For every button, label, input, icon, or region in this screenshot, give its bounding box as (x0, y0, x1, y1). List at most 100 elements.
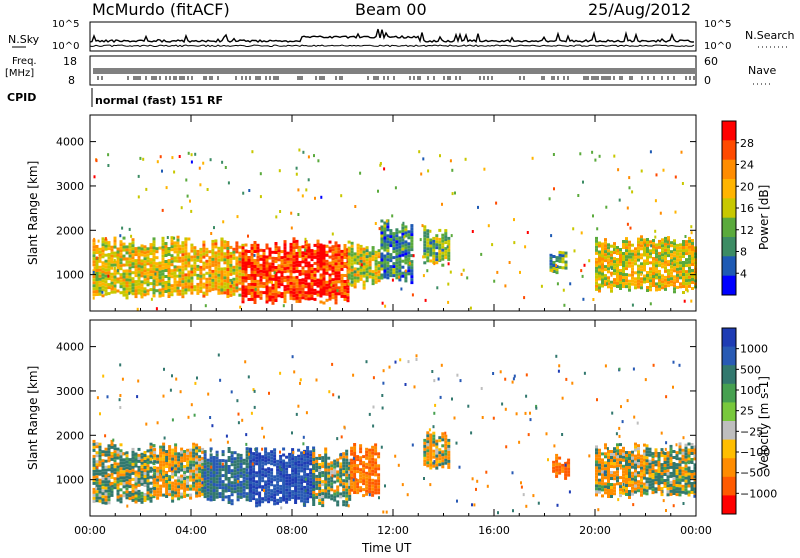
power-cell (190, 256, 193, 259)
velocity-cell (177, 488, 180, 491)
velocity-cell (423, 463, 426, 466)
power-cell (398, 242, 401, 245)
velocity-cell (303, 462, 306, 465)
power-cell (150, 258, 153, 261)
power-cell (619, 248, 622, 251)
power-cell (144, 266, 147, 269)
velocity-cell (108, 501, 111, 504)
velocity-cell (135, 492, 138, 495)
velocity-cell (168, 493, 171, 496)
power-cell (676, 256, 679, 259)
power-cell (105, 260, 108, 263)
velocity-cell (273, 493, 276, 496)
power-cell (326, 260, 329, 263)
velocity-cell (222, 498, 225, 501)
power-cell (389, 253, 392, 256)
power-cell (132, 247, 135, 250)
velocity-cell (327, 478, 330, 481)
power-cell (691, 260, 694, 263)
power-cell (117, 260, 120, 263)
power-point (617, 168, 619, 171)
power-point (447, 245, 449, 248)
power-cell (311, 264, 314, 267)
power-cell (320, 265, 323, 268)
power-cell (144, 272, 147, 275)
velocity-cell (359, 447, 362, 450)
power-cell (105, 290, 108, 293)
velocity-cell (108, 447, 111, 450)
power-cell (676, 259, 679, 262)
power-cell (162, 285, 165, 288)
power-cell (272, 287, 275, 290)
power-cell (293, 282, 296, 285)
power-cell (308, 265, 311, 268)
power-cell (123, 249, 126, 252)
velocity-cell (312, 455, 315, 458)
power-cell (308, 253, 311, 256)
power-cell (616, 285, 619, 288)
power-point (193, 269, 195, 272)
velocity-cell (165, 459, 168, 462)
power-cell (120, 255, 123, 258)
velocity-cell (661, 475, 664, 478)
power-cell (235, 247, 238, 250)
power-cell (637, 283, 640, 286)
power-cell (386, 228, 389, 231)
velocity-cell (426, 431, 429, 434)
power-cell (235, 256, 238, 259)
velocity-cell (123, 461, 126, 464)
velocity-cell (240, 496, 243, 499)
power-cell (102, 273, 105, 276)
power-cell (184, 285, 187, 288)
velocity-cell (655, 490, 658, 493)
power-cell (323, 272, 326, 275)
velocity-cell (362, 470, 365, 473)
power-point (248, 189, 250, 192)
power-cell (275, 260, 278, 263)
power-cell (135, 259, 138, 262)
power-cell (238, 288, 241, 291)
power-cell (153, 264, 156, 267)
velocity-cell (252, 473, 255, 476)
power-cell (338, 286, 341, 289)
velocity-cell (258, 492, 261, 495)
power-cell (120, 261, 123, 264)
power-cell (317, 249, 320, 252)
velocity-cell (613, 459, 616, 462)
power-cell (150, 264, 153, 267)
velocity-cell (429, 452, 432, 455)
power-cell (667, 245, 670, 248)
power-cell (640, 256, 643, 259)
power-cell (165, 269, 168, 272)
power-cell (661, 250, 664, 253)
velocity-cell (342, 500, 345, 503)
velocity-cell (667, 490, 670, 493)
power-cell (156, 256, 159, 259)
velocity-cell (625, 451, 628, 454)
velocity-cell (426, 458, 429, 461)
power-cell (275, 266, 278, 269)
power-cell (171, 245, 174, 248)
power-cell (392, 235, 395, 238)
velocity-cell (309, 474, 312, 477)
power-cell (354, 270, 357, 273)
velocity-cell (114, 477, 117, 480)
power-cell (114, 276, 117, 279)
velocity-cell (255, 492, 258, 495)
power-point (247, 235, 249, 238)
power-point (420, 238, 422, 241)
velocity-cell (138, 484, 141, 487)
velocity-cell (646, 471, 649, 474)
power-cell (348, 268, 351, 271)
power-cell (682, 291, 685, 294)
power-cell (251, 277, 254, 280)
power-cell (628, 259, 631, 262)
power-cell (105, 284, 108, 287)
velocity-cell (312, 470, 315, 473)
power-point (491, 243, 493, 246)
velocity-cell (189, 494, 192, 497)
power-cell (329, 241, 332, 244)
power-cell (223, 255, 226, 258)
power-cell (423, 234, 426, 237)
power-cell (691, 269, 694, 272)
